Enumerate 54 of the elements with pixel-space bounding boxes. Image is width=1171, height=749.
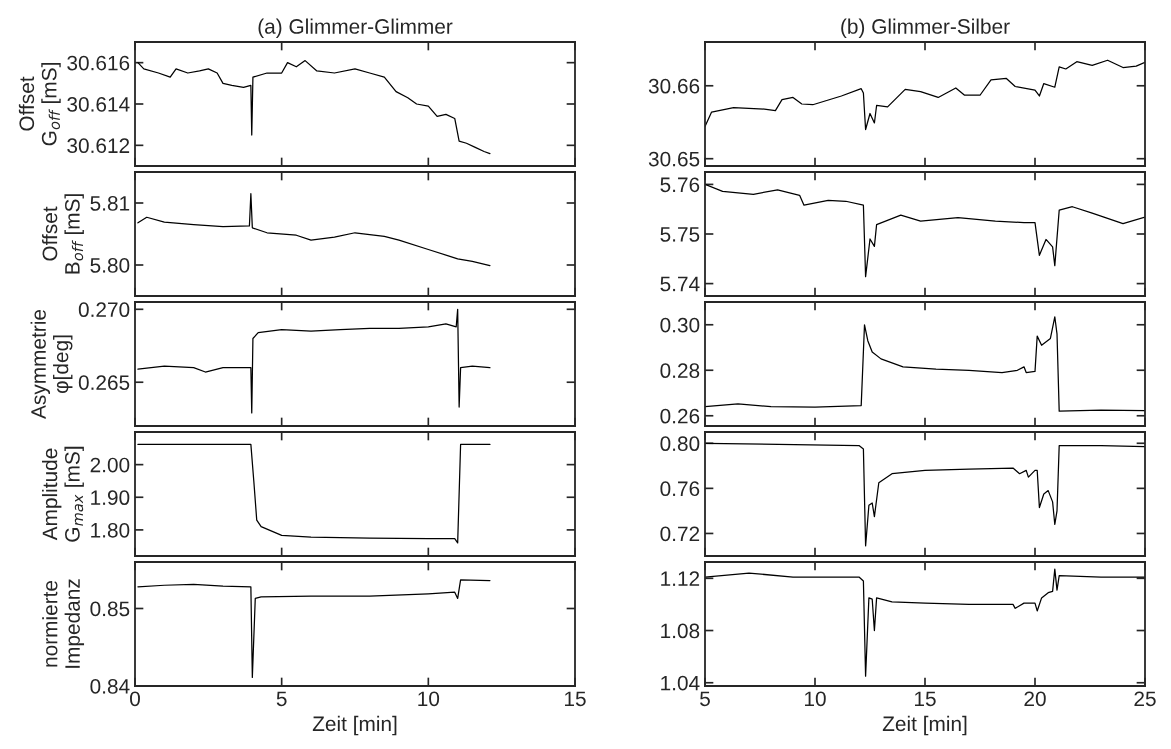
chart-title: (a) Glimmer-Glimmer	[258, 18, 453, 38]
y-axis-title: Amplitude G$_{max}$ [mS]	[41, 446, 84, 542]
y-tick-label: 1.80	[91, 522, 130, 538]
line-series	[137, 59, 491, 155]
x-tick-label: 10	[418, 691, 440, 707]
y-tick-label: 0.26	[660, 408, 700, 424]
y-axis-title: normierte Impedanz	[42, 579, 85, 668]
y-tick-label: 5.76	[660, 177, 700, 193]
line-series	[705, 59, 1145, 131]
line-series	[705, 568, 1145, 677]
x-axis-title: Zeit [min]	[312, 715, 397, 736]
y-axis-title: Offset G$_{off}$ [mS]	[18, 63, 61, 146]
y-tick-label: 0.265	[78, 375, 130, 390]
line-series	[137, 308, 491, 414]
line-series	[137, 579, 491, 679]
y-tick-label: 5.81	[90, 196, 130, 211]
x-tick-label: 20	[1024, 691, 1046, 707]
x-tick-label: 5	[700, 691, 710, 707]
y-tick-label: 1.08	[661, 623, 700, 639]
y-axis-title: Offset B$_{off}$ [mS]	[42, 194, 84, 274]
y-tick-label: 1.12	[661, 571, 700, 586]
y-tick-label: 30.65	[648, 151, 700, 167]
y-tick-label: 30.616	[67, 55, 130, 71]
y-tick-label: 0.84	[90, 679, 130, 694]
y-tick-label: 5.74	[660, 276, 700, 292]
y-tick-label: 0.85	[90, 601, 130, 617]
x-tick-label: 25	[1134, 691, 1156, 707]
y-tick-label: 1.90	[91, 490, 130, 506]
x-tick-label: 15	[565, 691, 586, 707]
y-tick-label: 30.612	[67, 138, 130, 154]
x-tick-label: 15	[915, 691, 936, 707]
y-tick-label: 0.28	[660, 363, 700, 379]
line-series	[705, 183, 1145, 278]
line-series	[137, 193, 491, 267]
x-tick-label: 10	[805, 691, 826, 707]
y-tick-label: 5.80	[90, 258, 130, 273]
x-axis-title: Zeit [min]	[882, 715, 967, 736]
line-series	[137, 443, 491, 544]
chart-title: (b) Glimmer-Silber	[841, 18, 1010, 38]
y-tick-label: 30.614	[67, 97, 130, 112]
y-tick-label: 5.75	[660, 227, 700, 242]
y-axis-title: Asymmetrie φ[deg]	[30, 309, 73, 419]
y-tick-label: 0.72	[660, 526, 700, 542]
y-tick-label: 2.00	[90, 457, 130, 473]
y-tick-label: 30.66	[648, 78, 700, 94]
line-series	[705, 316, 1145, 412]
y-tick-label: 0.270	[78, 302, 130, 318]
y-tick-label: 0.80	[660, 436, 700, 452]
x-tick-label: 0	[130, 691, 140, 707]
x-tick-label: 5	[276, 691, 287, 707]
line-series	[705, 442, 1145, 547]
y-tick-label: 0.76	[660, 481, 700, 497]
y-tick-label: 0.30	[660, 317, 700, 333]
y-tick-label: 1.04	[661, 675, 700, 691]
